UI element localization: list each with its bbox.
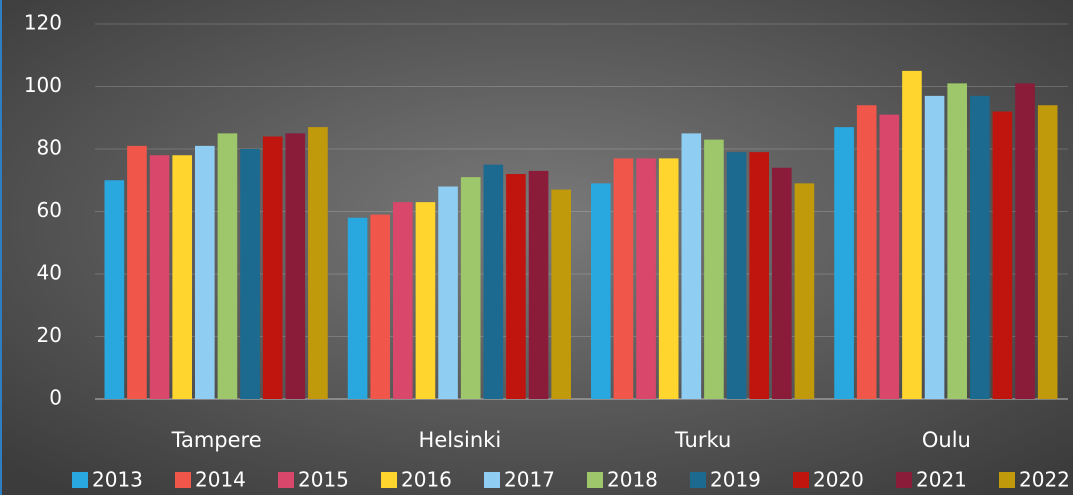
bar bbox=[285, 133, 306, 399]
y-tick-label: 120 bbox=[24, 11, 62, 35]
legend-label: 2019 bbox=[710, 468, 761, 492]
legend-label: 2017 bbox=[504, 468, 555, 492]
legend-label: 2015 bbox=[298, 468, 349, 492]
y-tick-label: 80 bbox=[37, 136, 62, 160]
bar bbox=[195, 145, 215, 399]
bar bbox=[636, 158, 656, 399]
bar bbox=[924, 95, 945, 399]
bar bbox=[658, 158, 679, 399]
legend-label: 2016 bbox=[401, 468, 452, 492]
legend-swatch bbox=[278, 472, 294, 488]
bar bbox=[483, 164, 504, 399]
bar bbox=[613, 158, 634, 399]
x-tick-label: Turku bbox=[674, 428, 731, 452]
bar bbox=[681, 133, 702, 399]
bar bbox=[947, 83, 967, 399]
y-tick-label: 100 bbox=[24, 73, 62, 97]
legend-label: 2022 bbox=[1019, 468, 1070, 492]
bar bbox=[262, 136, 283, 399]
bar bbox=[438, 186, 458, 399]
bar bbox=[370, 214, 391, 399]
bar bbox=[415, 202, 436, 399]
bar bbox=[879, 114, 900, 399]
bar bbox=[172, 155, 193, 399]
legend-label: 2013 bbox=[92, 468, 143, 492]
bar bbox=[240, 149, 260, 399]
bar bbox=[1037, 105, 1058, 399]
y-tick-label: 60 bbox=[37, 198, 62, 222]
bar bbox=[217, 133, 238, 399]
legend-swatch bbox=[72, 472, 88, 488]
bar bbox=[528, 170, 549, 399]
bar bbox=[794, 183, 815, 399]
y-tick-label: 20 bbox=[37, 323, 62, 347]
left-edge bbox=[0, 0, 2, 495]
legend-label: 2014 bbox=[195, 468, 246, 492]
bar bbox=[726, 152, 747, 399]
bar bbox=[856, 105, 877, 399]
x-tick-label: Tampere bbox=[171, 428, 262, 452]
legend-label: 2020 bbox=[813, 468, 864, 492]
bar bbox=[506, 174, 526, 399]
bar bbox=[347, 217, 368, 399]
bar bbox=[969, 95, 990, 399]
bar bbox=[902, 70, 922, 399]
legend-swatch bbox=[381, 472, 397, 488]
bar bbox=[1015, 83, 1035, 399]
legend-swatch bbox=[999, 472, 1015, 488]
bar bbox=[771, 167, 792, 399]
bar bbox=[749, 152, 769, 399]
bar bbox=[149, 155, 170, 399]
bar bbox=[591, 183, 611, 399]
legend-swatch bbox=[587, 472, 603, 488]
bar bbox=[308, 127, 328, 399]
x-tick-label: Helsinki bbox=[419, 428, 502, 452]
legend-swatch bbox=[793, 472, 809, 488]
bar bbox=[551, 189, 571, 399]
legend-swatch bbox=[896, 472, 912, 488]
y-tick-label: 40 bbox=[37, 261, 62, 285]
legend-swatch bbox=[175, 472, 191, 488]
bar bbox=[992, 111, 1013, 399]
bar bbox=[393, 202, 413, 399]
bar bbox=[834, 127, 854, 399]
legend-swatch bbox=[484, 472, 500, 488]
bar bbox=[460, 177, 481, 399]
y-tick-label: 0 bbox=[49, 386, 62, 410]
legend-label: 2021 bbox=[916, 468, 967, 492]
legend-label: 2018 bbox=[607, 468, 658, 492]
bar bbox=[127, 145, 147, 399]
x-tick-label: Oulu bbox=[922, 428, 971, 452]
bar bbox=[704, 139, 724, 399]
legend-swatch bbox=[690, 472, 706, 488]
bar bbox=[104, 180, 125, 399]
